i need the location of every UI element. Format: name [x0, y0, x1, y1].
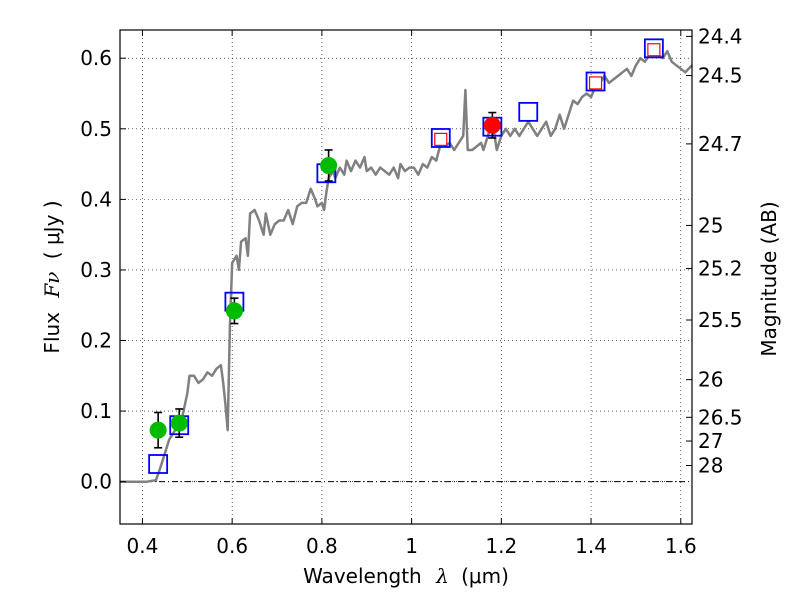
y-tick-label: 0.3	[80, 258, 112, 282]
magnitude-tick-label: 26	[698, 368, 723, 392]
y-axis: 0.0 0.1 0.2 0.3 0.4 0.5 0.6	[80, 46, 126, 494]
y-axis-title-units: ( μJy )	[40, 200, 64, 259]
observed-photometry-point	[483, 116, 501, 134]
x-tick-label: 1.2	[485, 534, 517, 558]
magnitude-tick-label: 24.5	[698, 64, 743, 88]
x-tick-label: 0.4	[127, 534, 159, 558]
x-axis-title-prefix: Wavelength	[303, 564, 422, 588]
observed-photometry-point	[225, 302, 243, 320]
y-tick-label: 0.1	[80, 399, 112, 423]
y-axis-title: Flux Fν ( μJy )	[40, 200, 64, 353]
y-tick-label: 0.6	[80, 46, 112, 70]
y-tick-label: 0.2	[80, 329, 112, 353]
y-tick-label: 0.0	[80, 470, 112, 494]
observed-photometry-point	[320, 156, 338, 174]
model-photometry-marker	[430, 128, 451, 148]
x-tick-label: 1	[405, 534, 418, 558]
model-photometry-marker	[585, 71, 606, 92]
x-axis-title-symbol: λ	[435, 564, 449, 588]
x-tick-label: 1.6	[665, 534, 697, 558]
model-spectrum-line	[120, 49, 693, 483]
model-photometry-marker	[643, 38, 664, 59]
y-axis-title-prefix: Flux	[40, 312, 64, 354]
model-photometry-marker	[518, 101, 539, 122]
magnitude-tick-label: 25	[698, 213, 723, 237]
x-axis: 0.4 0.6 0.8 1 1.2 1.4 1.6	[127, 30, 697, 558]
axes-frame	[119, 29, 693, 525]
magnitude-tick-label: 27	[698, 429, 723, 453]
y-tick-label: 0.4	[80, 187, 112, 211]
x-tick-label: 0.6	[216, 534, 248, 558]
magnitude-tick-label: 24.4	[698, 24, 743, 48]
x-axis-title-units: (μm)	[461, 564, 509, 588]
model-photometry-marker	[148, 454, 169, 474]
x-axis-title: Wavelength λ (μm)	[303, 564, 509, 588]
magnitude-tick-label: 28	[698, 453, 723, 477]
y-tick-label: 0.5	[80, 117, 112, 141]
magnitude-tick-label: 24.7	[698, 132, 743, 156]
upper-limit-marker	[588, 76, 603, 90]
x-tick-label: 1.4	[575, 534, 607, 558]
upper-limit-marker	[434, 132, 448, 146]
x-tick-label: 0.8	[306, 534, 338, 558]
y-axis-title-symbol: Fν	[40, 272, 64, 299]
upper-limit-marker	[647, 43, 661, 57]
plot-area	[120, 38, 693, 483]
grid	[120, 30, 692, 524]
magnitude-tick-label: 25.2	[698, 257, 743, 281]
observed-photometry-point	[149, 421, 167, 439]
observed-photometry-point	[170, 414, 188, 432]
magnitude-tick-label: 25.5	[698, 308, 743, 332]
magnitude-tick-label: 26.5	[698, 405, 743, 429]
magnitude-axis-title: Magnitude (AB)	[757, 201, 781, 356]
